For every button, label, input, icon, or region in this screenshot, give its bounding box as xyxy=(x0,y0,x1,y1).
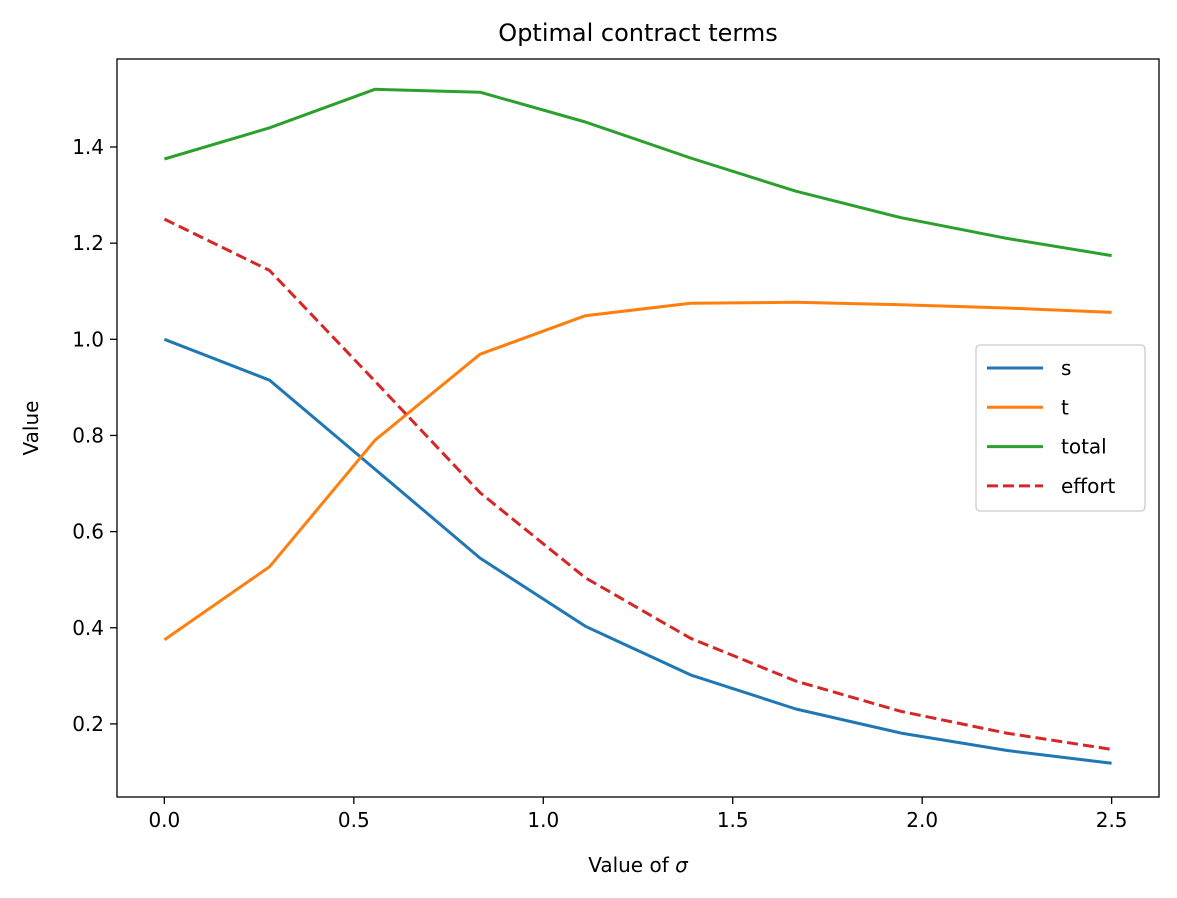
y-tick-label: 0.8 xyxy=(72,423,104,447)
legend-label-total: total xyxy=(1061,435,1107,459)
x-axis-label-symbol: σ xyxy=(675,853,689,877)
series-line-s xyxy=(163,337,1112,765)
x-axis-label-text: Value of xyxy=(588,853,675,877)
legend-label-effort: effort xyxy=(1061,474,1116,498)
plot-area-frame xyxy=(116,58,1160,798)
y-tick-label: 0.6 xyxy=(72,520,104,544)
y-tick-label: 0.2 xyxy=(72,712,104,736)
x-tick-label: 1.0 xyxy=(527,808,559,832)
x-tick-label: 2.5 xyxy=(1096,808,1128,832)
legend-label-t: t xyxy=(1061,395,1069,419)
x-tick-label: 1.5 xyxy=(717,808,749,832)
x-tick-label: 0.0 xyxy=(148,808,180,832)
y-axis-label: Value xyxy=(19,401,43,456)
series-lines xyxy=(163,87,1112,765)
series-line-t xyxy=(163,300,1112,642)
series-line-total xyxy=(163,87,1112,258)
chart-title: Optimal contract terms xyxy=(498,19,777,47)
x-axis-label: Value of σ xyxy=(588,853,689,877)
y-tick-label: 0.4 xyxy=(72,616,104,640)
series-line-effort xyxy=(163,217,1112,751)
legend: st total effort xyxy=(975,344,1146,512)
legend-label-s: s xyxy=(1061,356,1071,380)
y-tick-label: 1.0 xyxy=(72,327,104,351)
x-axis-ticks: 0.0 0.5 1.0 1.5 2.0 2.5 xyxy=(148,797,1128,832)
y-axis-ticks: 0.2 0.4 0.6 0.8 1.0 1.2 1.4 xyxy=(72,135,117,736)
x-tick-label: 0.5 xyxy=(338,808,370,832)
x-tick-label: 2.0 xyxy=(906,808,938,832)
y-tick-label: 1.4 xyxy=(72,135,104,159)
y-tick-label: 1.2 xyxy=(72,231,104,255)
legend-frame xyxy=(975,344,1146,512)
